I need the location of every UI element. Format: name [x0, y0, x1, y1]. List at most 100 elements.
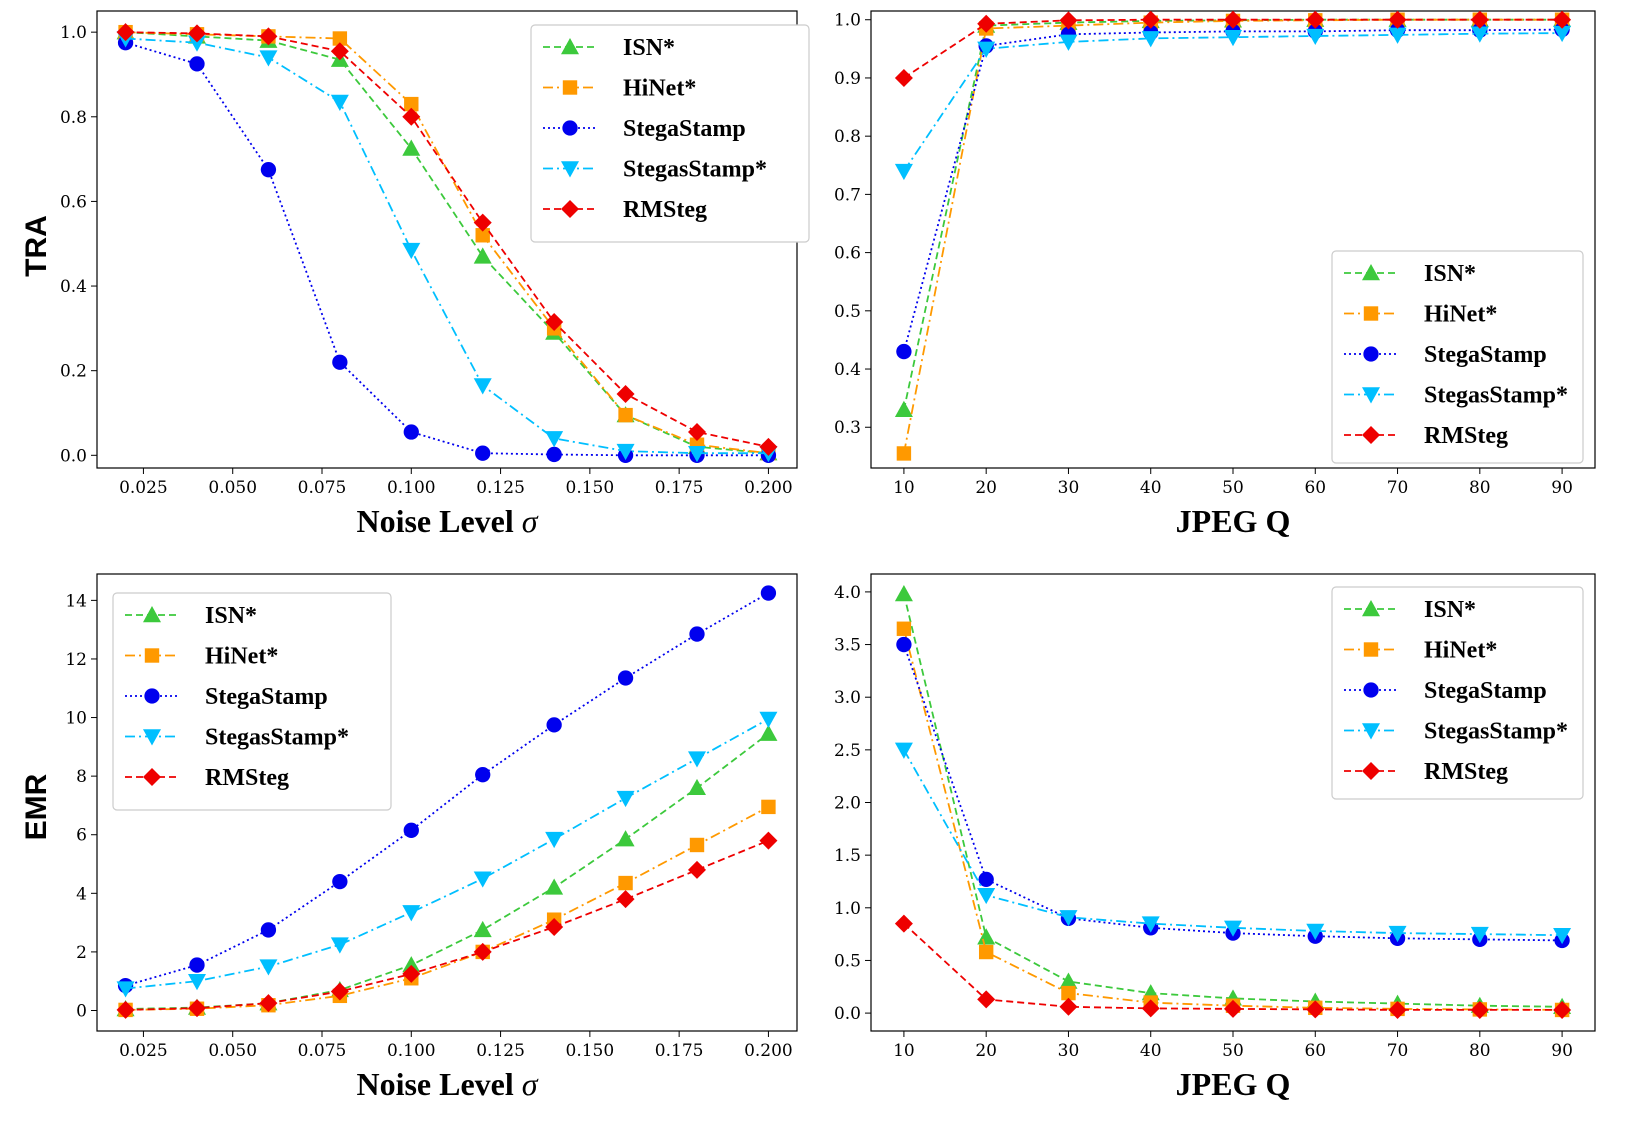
- legend-marker: [1362, 264, 1380, 281]
- data-point: [1388, 10, 1407, 29]
- data-point: [545, 831, 564, 849]
- legend-marker: [1363, 346, 1379, 362]
- data-point: [1553, 10, 1572, 29]
- y-tick-label: 0.9: [834, 69, 861, 89]
- y-tick-label: 14: [65, 591, 87, 611]
- data-point: [616, 443, 635, 461]
- y-tick-label: 0.8: [834, 127, 861, 147]
- data-point: [116, 981, 135, 998]
- plot-frame: [96, 573, 798, 1032]
- x-tick-label: 0.125: [476, 478, 525, 498]
- x-tick-label: 90: [1551, 1041, 1573, 1061]
- data-point: [402, 139, 421, 156]
- data-point: [977, 887, 996, 905]
- data-point: [1224, 10, 1242, 29]
- data-point: [759, 831, 778, 850]
- series-stegastamp: [117, 35, 777, 463]
- data-point: [1061, 985, 1076, 1001]
- series-line: [903, 18, 1563, 454]
- x-tick-label: 10: [893, 1041, 915, 1061]
- data-point: [977, 928, 996, 945]
- series-stegasstamp-star: [894, 742, 1572, 945]
- series-line: [125, 806, 769, 1011]
- x-tick-label: 0.150: [566, 1041, 615, 1061]
- data-point: [473, 942, 492, 961]
- data-point: [759, 711, 778, 729]
- legend-marker: [562, 120, 578, 136]
- data-point: [1141, 999, 1160, 1018]
- legend-marker: [143, 768, 161, 786]
- data-point: [616, 890, 635, 909]
- x-axis-symbol: σ: [522, 503, 539, 539]
- legend-label: StegaStamp: [1424, 342, 1547, 368]
- row-label-tra: TRA: [20, 215, 53, 277]
- x-tick-label: 50: [1222, 1041, 1244, 1061]
- x-tick-label: 0.175: [655, 478, 704, 498]
- x-tick-label: 70: [1387, 478, 1409, 498]
- data-point: [188, 35, 206, 52]
- data-point: [688, 860, 706, 879]
- data-point: [473, 871, 492, 888]
- legend-marker: [1362, 723, 1380, 740]
- legend-label: RMSteg: [1424, 759, 1508, 785]
- data-point: [977, 14, 996, 33]
- data-point: [1388, 925, 1407, 943]
- data-point: [330, 42, 349, 61]
- legend-label: ISN*: [205, 603, 257, 629]
- chart-emr-jpeg: 10 20 30 40 50 60 70 80 90 0.0 0.5 1.0 1.5 2.0 2.5 3.0 3…: [834, 573, 1596, 1102]
- x-tick-label: 0.075: [298, 478, 347, 498]
- x-tick-label: 40: [1140, 478, 1162, 498]
- legend-box: [1331, 250, 1584, 464]
- x-tick-label: 0.100: [387, 1041, 436, 1061]
- legend-label: HiNet*: [623, 76, 696, 102]
- series-stegasstamp-star: [894, 25, 1572, 181]
- chart-tra-jpeg: 10 20 30 40 50 60 70 80 90 0.3 0.4 0.5 0.6 0.7 0.8 0.9 1…: [834, 10, 1596, 539]
- y-tick-label: 0.8: [60, 108, 87, 128]
- data-point: [978, 871, 994, 888]
- x-tick-label: 0.025: [119, 1041, 168, 1061]
- row-label-emr: EMR: [20, 773, 53, 840]
- data-point: [545, 878, 564, 895]
- legend-label: HiNet*: [1424, 302, 1497, 328]
- data-point: [259, 959, 278, 976]
- series-line: [903, 628, 1563, 1011]
- series-line: [903, 32, 1563, 172]
- x-tick-label: 60: [1304, 478, 1326, 498]
- x-tick-label: 40: [1140, 1041, 1162, 1061]
- series-line: [903, 922, 1563, 1011]
- data-point: [402, 905, 421, 922]
- data-point: [977, 990, 996, 1009]
- data-point: [1470, 926, 1489, 944]
- x-axis-label: JPEG Q: [1176, 503, 1291, 539]
- y-tick-label: 0.6: [60, 192, 87, 212]
- chart-emr-noise: 0.025 0.050 0.075 0.100 0.125 0.150 0.175 0.200…: [65, 573, 798, 1102]
- series-stegasstamp-star: [116, 711, 778, 998]
- legend-marker: [561, 38, 579, 55]
- data-point: [402, 964, 421, 983]
- series-rmsteg: [894, 914, 1572, 1019]
- data-point: [1306, 1000, 1325, 1019]
- data-point: [1306, 10, 1325, 29]
- data-point: [1059, 34, 1078, 51]
- data-point: [259, 994, 278, 1013]
- data-point: [332, 873, 348, 890]
- data-point: [978, 944, 994, 960]
- data-point: [1141, 916, 1160, 933]
- data-point: [260, 162, 277, 178]
- data-point: [404, 96, 419, 112]
- legend-label: RMSteg: [1424, 423, 1508, 449]
- y-tick-label: 0.2: [60, 362, 87, 382]
- legend-marker: [1362, 387, 1380, 404]
- data-point: [259, 50, 278, 67]
- y-tick-label: 1.5: [834, 846, 861, 866]
- y-tick-label: 2: [76, 943, 87, 963]
- series-hinet-star: [118, 799, 776, 1018]
- legend-label: ISN*: [1424, 261, 1476, 287]
- y-tick-label: 0.4: [60, 277, 87, 297]
- data-point: [977, 41, 996, 58]
- x-tick-label: 10: [893, 478, 915, 498]
- data-point: [1059, 997, 1078, 1016]
- x-tick-label: 90: [1551, 478, 1573, 498]
- data-point: [1306, 923, 1325, 940]
- y-tick-label: 8: [76, 767, 87, 787]
